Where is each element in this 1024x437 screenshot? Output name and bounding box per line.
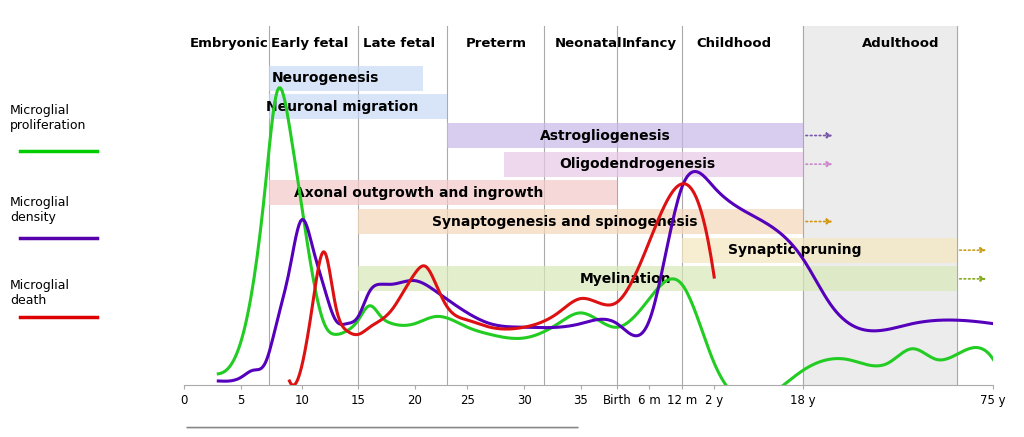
Text: Microglial
proliferation: Microglial proliferation [10,104,87,132]
Text: Adulthood: Adulthood [861,37,939,50]
Text: Early fetal: Early fetal [271,37,348,50]
Text: Neonatal: Neonatal [555,37,623,50]
FancyBboxPatch shape [269,180,617,205]
FancyBboxPatch shape [504,152,803,177]
Text: Neuronal migration: Neuronal migration [266,100,418,114]
Text: Axonal outgrowth and ingrowth: Axonal outgrowth and ingrowth [294,186,544,200]
FancyBboxPatch shape [358,266,956,291]
Text: Preterm: Preterm [465,37,526,50]
Text: Myelination: Myelination [580,272,671,286]
FancyBboxPatch shape [269,66,423,91]
Bar [803,26,956,385]
Text: Childhood: Childhood [697,37,772,50]
Text: Synaptic pruning: Synaptic pruning [728,243,862,257]
Text: Microglial
density: Microglial density [10,196,71,224]
FancyBboxPatch shape [682,238,956,263]
FancyBboxPatch shape [358,209,803,234]
Text: Late fetal: Late fetal [362,37,435,50]
Text: Neurogenesis: Neurogenesis [272,71,380,85]
Text: Infancy: Infancy [622,37,677,50]
FancyBboxPatch shape [269,94,447,119]
FancyBboxPatch shape [447,123,803,148]
Text: Astrogliogenesis: Astrogliogenesis [540,128,671,142]
Text: Oligodendrogenesis: Oligodendrogenesis [559,157,716,171]
Text: Synaptogenesis and spinogenesis: Synaptogenesis and spinogenesis [432,215,697,229]
Text: Embryonic: Embryonic [189,37,268,50]
Text: Microglial
death: Microglial death [10,279,71,307]
